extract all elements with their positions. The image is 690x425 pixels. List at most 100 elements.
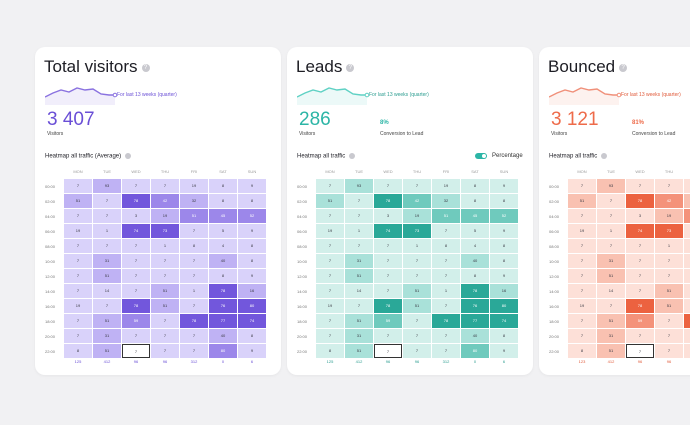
heatmap-cell[interactable]: 8 xyxy=(461,194,489,208)
heatmap-cell[interactable]: 93 xyxy=(93,179,121,193)
heatmap-cell[interactable]: 9 xyxy=(490,224,518,238)
heatmap-cell[interactable]: 7 xyxy=(374,269,402,283)
heatmap-cell[interactable]: 59 xyxy=(374,314,402,328)
heatmap-cell[interactable]: 7 xyxy=(122,329,150,343)
heatmap-cell[interactable]: 8 xyxy=(238,194,266,208)
help-icon[interactable]: ? xyxy=(346,63,355,72)
heatmap-cell[interactable]: 7 xyxy=(655,269,683,283)
heatmap-cell[interactable]: 73 xyxy=(403,224,431,238)
heatmap-cell[interactable]: 9 xyxy=(490,179,518,193)
help-icon[interactable] xyxy=(349,153,356,159)
heatmap-cell[interactable]: 78 xyxy=(180,314,208,328)
heatmap-cell[interactable]: 52 xyxy=(490,209,518,223)
heatmap-cell[interactable]: 51 xyxy=(316,194,344,208)
heatmap-cell[interactable]: 78 xyxy=(626,299,654,313)
heatmap-cell[interactable]: 7 xyxy=(180,224,208,238)
heatmap-cell[interactable]: 7 xyxy=(655,254,683,268)
heatmap-cell[interactable]: 1 xyxy=(597,224,625,238)
heatmap-cell[interactable]: 51 xyxy=(655,299,683,313)
heatmap-cell[interactable]: 1 xyxy=(93,224,121,238)
heatmap-cell[interactable]: 7 xyxy=(626,254,654,268)
heatmap-cell[interactable]: 9 xyxy=(490,269,518,283)
heatmap-cell[interactable]: 42 xyxy=(403,194,431,208)
heatmap-cell[interactable]: 7 xyxy=(684,254,690,268)
heatmap-cell[interactable]: 1 xyxy=(403,239,431,253)
heatmap-cell[interactable]: 7 xyxy=(122,239,150,253)
heatmap-cell[interactable]: 51 xyxy=(93,314,121,328)
heatmap-cell[interactable]: 32 xyxy=(684,194,690,208)
heatmap-cell[interactable]: 9 xyxy=(238,269,266,283)
heatmap-cell[interactable]: 8 xyxy=(64,344,92,358)
heatmap-cell[interactable]: 7 xyxy=(684,224,690,238)
heatmap-cell[interactable]: 19 xyxy=(432,179,460,193)
heatmap-cell[interactable]: 51 xyxy=(597,344,625,358)
heatmap-cell[interactable]: 7 xyxy=(374,344,402,358)
heatmap-cell[interactable]: 7 xyxy=(93,239,121,253)
heatmap-cell[interactable]: 1 xyxy=(655,239,683,253)
heatmap-cell[interactable]: 7 xyxy=(597,299,625,313)
heatmap-cell[interactable]: 1 xyxy=(345,224,373,238)
heatmap-cell[interactable]: 8 xyxy=(209,194,237,208)
heatmap-cell[interactable]: 7 xyxy=(316,329,344,343)
heatmap-cell[interactable]: 32 xyxy=(180,194,208,208)
heatmap-cell[interactable]: 19 xyxy=(568,224,596,238)
heatmap-cell[interactable]: 8 xyxy=(490,254,518,268)
heatmap-cell[interactable]: 80 xyxy=(209,344,237,358)
heatmap-cell[interactable]: 77 xyxy=(209,314,237,328)
heatmap-cell[interactable]: 51 xyxy=(93,344,121,358)
heatmap-cell[interactable]: 45 xyxy=(209,209,237,223)
heatmap-cell[interactable]: 7 xyxy=(403,269,431,283)
heatmap-cell[interactable]: 19 xyxy=(684,179,690,193)
heatmap-cell[interactable]: 8 xyxy=(238,239,266,253)
heatmap-cell[interactable]: 7 xyxy=(403,254,431,268)
heatmap-cell[interactable]: 7 xyxy=(597,194,625,208)
heatmap-cell[interactable]: 76 xyxy=(209,299,237,313)
heatmap-cell[interactable]: 51 xyxy=(568,194,596,208)
heatmap-cell[interactable]: 74 xyxy=(122,224,150,238)
heatmap-cell[interactable]: 19 xyxy=(316,299,344,313)
heatmap-cell[interactable]: 31 xyxy=(597,254,625,268)
heatmap-cell[interactable]: 8 xyxy=(684,239,690,253)
heatmap-cell[interactable]: 7 xyxy=(64,179,92,193)
heatmap-cell[interactable]: 7 xyxy=(93,209,121,223)
heatmap-cell[interactable]: 7 xyxy=(151,344,179,358)
heatmap-cell[interactable]: 7 xyxy=(151,269,179,283)
heatmap-cell[interactable]: 78 xyxy=(626,194,654,208)
heatmap-cell[interactable]: 16 xyxy=(238,284,266,298)
heatmap-cell[interactable]: 7 xyxy=(64,314,92,328)
heatmap-cell[interactable]: 7 xyxy=(180,254,208,268)
heatmap-cell[interactable]: 7 xyxy=(316,239,344,253)
heatmap-cell[interactable]: 7 xyxy=(655,179,683,193)
heatmap-cell[interactable]: 4 xyxy=(461,239,489,253)
heatmap-cell[interactable]: 7 xyxy=(180,344,208,358)
heatmap-cell[interactable]: 3 xyxy=(374,209,402,223)
heatmap-cell[interactable]: 19 xyxy=(403,209,431,223)
heatmap-cell[interactable]: 7 xyxy=(626,179,654,193)
heatmap-cell[interactable]: 3 xyxy=(122,209,150,223)
heatmap-cell[interactable]: 31 xyxy=(93,254,121,268)
heatmap-cell[interactable]: 8 xyxy=(209,179,237,193)
heatmap-cell[interactable]: 40 xyxy=(209,329,237,343)
heatmap-cell[interactable]: 8 xyxy=(180,239,208,253)
heatmap-cell[interactable]: 7 xyxy=(432,344,460,358)
heatmap-cell[interactable]: 7 xyxy=(684,344,690,358)
heatmap-cell[interactable]: 51 xyxy=(151,299,179,313)
heatmap-cell[interactable]: 7 xyxy=(345,194,373,208)
heatmap-cell[interactable]: 7 xyxy=(374,239,402,253)
heatmap-cell[interactable]: 51 xyxy=(345,269,373,283)
heatmap-cell[interactable]: 7 xyxy=(122,269,150,283)
heatmap-cell[interactable]: 8 xyxy=(209,269,237,283)
heatmap-cell[interactable]: 7 xyxy=(316,314,344,328)
heatmap-cell[interactable]: 78 xyxy=(122,299,150,313)
heatmap-cell[interactable]: 78 xyxy=(684,314,690,328)
heatmap-cell[interactable]: 5 xyxy=(209,224,237,238)
heatmap-cell[interactable]: 7 xyxy=(432,329,460,343)
heatmap-cell[interactable]: 7 xyxy=(345,209,373,223)
help-icon[interactable]: ? xyxy=(141,63,150,72)
heatmap-cell[interactable]: 76 xyxy=(461,299,489,313)
heatmap-cell[interactable]: 32 xyxy=(432,194,460,208)
heatmap-cell[interactable]: 7 xyxy=(122,179,150,193)
heatmap-cell[interactable]: 7 xyxy=(684,269,690,283)
heatmap-cell[interactable]: 19 xyxy=(568,299,596,313)
heatmap-cell[interactable]: 7 xyxy=(568,209,596,223)
